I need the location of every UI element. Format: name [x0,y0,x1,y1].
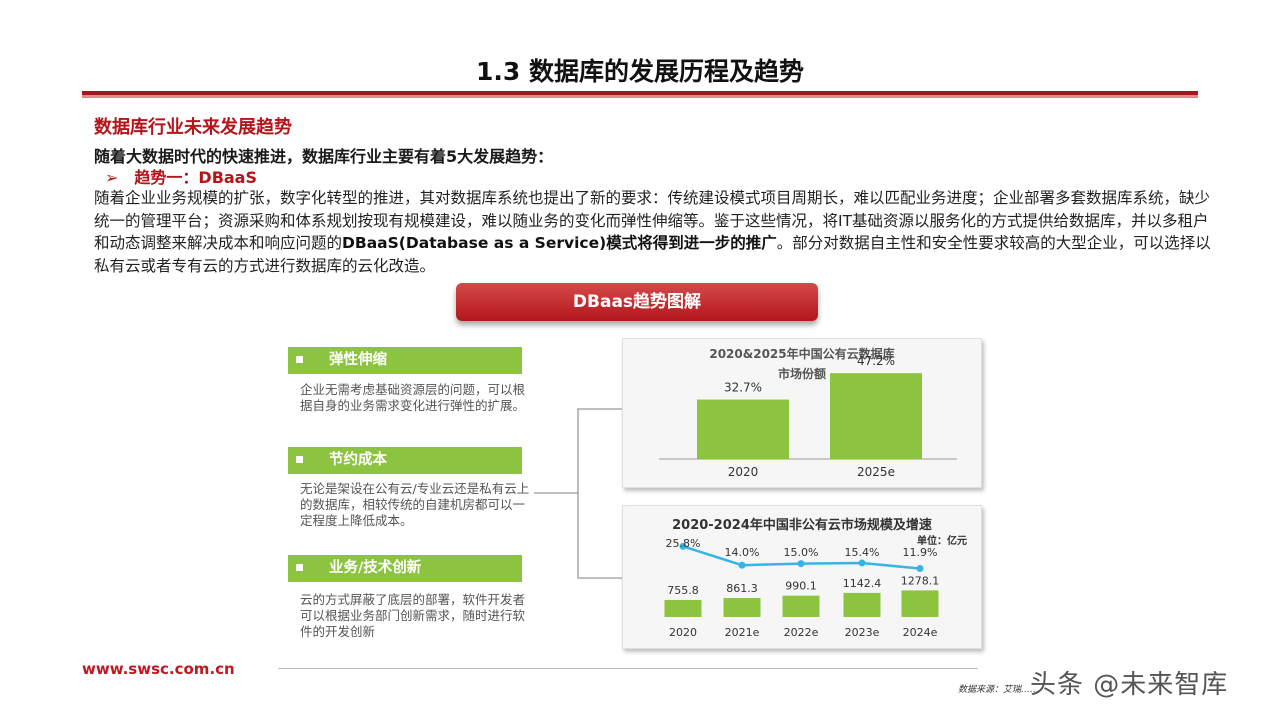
data-label: 1278.1 [901,574,940,587]
feature-title: 节约成本 [329,452,387,468]
data-label: 32.7% [724,381,762,395]
paragraph-emphasis: DBaaS(Database as a Service)模式将得到进一步的推广 [342,234,777,252]
chart-panel-market: 2020-2024年中国非公有云市场规模及增速 单位：亿元 755.8 2020 8… [622,505,982,649]
feature-title: 业务/技术创新 [329,560,422,576]
title-divider-accent [82,95,1198,98]
data-label: 990.1 [785,580,817,593]
growth-point [858,559,866,567]
market-combo-chart: 755.8 2020 861.3 2021e 990.1 2022e 1142.4 2023e… [664,537,940,639]
trend-heading: ➢ 趋势一：DBaaS [105,164,257,188]
chart-subtitle: 市场份额 [777,367,826,381]
data-label: 47.2% [857,354,895,368]
bracket-connector [534,408,624,579]
growth-label: 15.0% [784,546,819,559]
title-divider [82,91,1198,95]
unit-label: 单位：亿元 [917,536,967,547]
page-title: 1.3 数据库的发展历程及趋势 [476,57,804,86]
data-label: 755.8 [667,584,699,597]
tick-label: 2025e [857,465,895,479]
chart-title: 2020&2025年中国公有云数据库 [709,347,895,361]
bar [843,592,881,617]
feature-title: 弹性伸缩 [329,352,387,368]
feature-header-innovation: 业务/技术创新 [288,555,522,582]
bar [830,373,922,459]
paragraph-text-end: 。部分对数据自主性和安全性要求较高的大型企业，可以选择以私有云或者专有云的方式进… [94,234,1211,275]
data-label: 861.3 [726,582,758,595]
share-bar-chart: 32.7% 2020 47.2% 2025e [659,354,957,479]
website-link[interactable]: www.swsc.com.cn [82,660,235,678]
bar [782,595,820,617]
bar [664,599,702,617]
square-bullet-icon [296,563,303,571]
chart-panel-share: 2020&2025年中国公有云数据库 市场份额 32.7% 2020 47.2% 20… [622,338,982,488]
paragraph-text: 随着企业业务规模的扩张，数字化转型的推进，其对数据库系统也提出了新的要求：传统建… [94,189,1211,252]
growth-point [679,542,687,550]
square-bullet-icon [296,455,303,463]
growth-point [916,565,924,573]
watermark: 头条 @未来智库 [1030,670,1229,700]
tick-label: 2021e [725,626,760,639]
bar [697,399,789,459]
intro-text: 随着大数据时代的快速推进，数据库行业主要有着5大发展趋势： [94,147,554,166]
tick-label: 2024e [903,626,938,639]
feature-description: 无论是架设在公有云/专业云还是私有云上的数据库，相较传统的自建机房都可以一定程度… [300,481,530,528]
source-note: 数据来源：艾瑞…… [958,685,1040,695]
tick-label: 2022e [784,626,819,639]
growth-label: 15.4% [845,546,880,559]
bar [723,598,761,617]
growth-point [797,560,805,568]
tick-label: 2020 [728,465,759,479]
section-heading: 数据库行业未来发展趋势 [94,117,292,138]
feature-description: 云的方式屏蔽了底层的部署，软件开发者可以根据业务部门创新需求，随时进行软件的开发… [300,592,526,639]
trend-label: 趋势一：DBaaS [134,168,258,187]
feature-header-elastic: 弹性伸缩 [288,347,522,374]
feature-description: 企业无需考虑基础资源层的问题，可以根据自身的业务需求变化进行弹性的扩展。 [300,382,526,413]
chart-title: 2020-2024年中国非公有云市场规模及增速 [672,518,932,533]
data-label: 1142.4 [843,577,882,590]
body-paragraph: 随着企业业务规模的扩张，数字化转型的推进，其对数据库系统也提出了新的要求：传统建… [94,187,1218,277]
arrow-bullet-icon: ➢ [105,168,119,187]
tick-label: 2023e [845,626,880,639]
growth-label: 11.9% [903,546,938,559]
diagram-banner: DBaas趋势图解 [456,283,818,321]
bar [901,590,939,617]
growth-label: 14.0% [725,546,760,559]
footer-divider [278,668,978,669]
growth-label: 25.8% [666,537,701,550]
tick-label: 2020 [669,626,697,639]
feature-header-cost: 节约成本 [288,447,522,474]
growth-point [738,561,746,569]
square-bullet-icon [296,355,303,363]
